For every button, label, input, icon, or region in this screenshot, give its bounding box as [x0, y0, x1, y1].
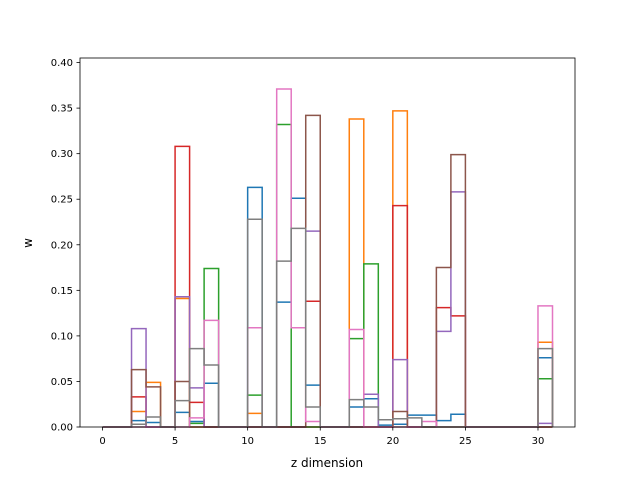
y-axis: 0.00 0.05 0.10 0.15 0.20 0.25 0.30 0.35 0.40: [51, 58, 80, 434]
y-tick-label: 0.30: [51, 149, 73, 160]
y-tick-label: 0.25: [51, 195, 73, 206]
x-axis: 0 5 10 15 20 25 30: [99, 427, 544, 447]
y-tick-label: 0.35: [51, 104, 73, 115]
x-tick-label: 25: [459, 436, 472, 447]
x-tick-label: 30: [532, 436, 545, 447]
x-tick-label: 15: [314, 436, 327, 447]
y-tick-label: 0.15: [51, 286, 73, 297]
y-tick-label: 0.10: [51, 331, 73, 342]
y-tick-label: 0.05: [51, 377, 73, 388]
y-axis-label: w: [21, 238, 35, 248]
x-axis-label: z dimension: [291, 456, 363, 470]
y-tick-label: 0.20: [51, 240, 73, 251]
plot-frame: [79, 57, 576, 428]
x-tick-label: 5: [172, 436, 178, 447]
x-tick-label: 0: [99, 436, 105, 447]
y-tick-label: 0.40: [51, 58, 73, 69]
y-tick-label: 0.00: [51, 423, 73, 434]
x-tick-label: 10: [241, 436, 254, 447]
x-tick-label: 20: [386, 436, 399, 447]
